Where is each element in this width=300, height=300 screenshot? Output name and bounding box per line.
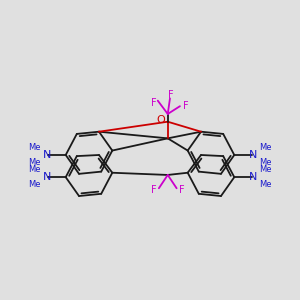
Text: Me: Me — [28, 165, 41, 174]
Text: O: O — [157, 115, 166, 124]
Text: N: N — [249, 150, 257, 160]
Text: N: N — [43, 172, 51, 182]
Text: Me: Me — [28, 180, 41, 189]
Text: F: F — [151, 98, 156, 108]
Text: F: F — [183, 101, 188, 111]
Text: N: N — [249, 172, 257, 182]
Text: Me: Me — [259, 180, 272, 189]
Text: Me: Me — [259, 143, 272, 152]
Text: Me: Me — [28, 143, 41, 152]
Text: Me: Me — [28, 158, 41, 167]
Text: Me: Me — [259, 158, 272, 167]
Text: F: F — [179, 185, 185, 196]
Text: F: F — [151, 185, 156, 196]
Text: Me: Me — [259, 165, 272, 174]
Text: F: F — [168, 90, 174, 100]
Text: N: N — [43, 150, 51, 160]
